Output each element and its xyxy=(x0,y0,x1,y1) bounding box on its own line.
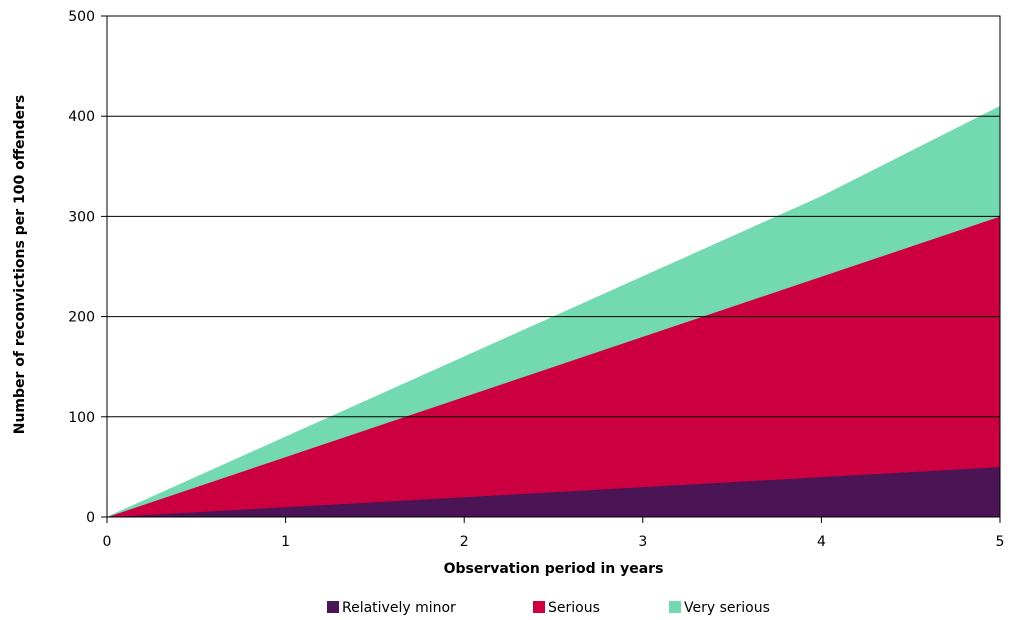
legend-swatch xyxy=(669,601,681,613)
x-tick-label: 4 xyxy=(817,534,826,550)
y-tick-label: 400 xyxy=(68,109,95,125)
x-tick-label: 0 xyxy=(103,534,112,550)
y-tick-label: 200 xyxy=(68,310,95,326)
legend-label: Very serious xyxy=(684,600,770,616)
legend-item: Relatively minor xyxy=(327,600,456,616)
plot-frame xyxy=(106,15,1001,518)
y-tick-label: 100 xyxy=(68,410,95,426)
gridlines xyxy=(107,115,1000,418)
x-tick-label: 5 xyxy=(996,534,1005,550)
x-axis-title: Observation period in years xyxy=(444,561,664,577)
legend-label: Relatively minor xyxy=(342,600,456,616)
y-tick-label: 500 xyxy=(68,9,95,25)
plot-areas xyxy=(106,105,1001,518)
x-tick-label: 1 xyxy=(281,534,290,550)
x-tick-label: 2 xyxy=(460,534,469,550)
legend-swatch xyxy=(327,601,339,613)
x-axis-ticks: 0 1 2 3 4 5 xyxy=(103,517,1005,550)
y-axis-ticks: 0 100 200 300 400 500 xyxy=(68,9,107,526)
legend-item: Very serious xyxy=(669,600,770,616)
y-tick-label: 300 xyxy=(68,209,95,225)
legend-item: Serious xyxy=(533,600,600,616)
legend-label: Serious xyxy=(548,600,600,616)
y-tick-label: 0 xyxy=(86,510,95,526)
x-tick-label: 3 xyxy=(638,534,647,550)
legend-swatch xyxy=(533,601,545,613)
y-axis-title: Number of reconvictions per 100 offender… xyxy=(12,95,28,435)
legend: Relatively minor Serious Very serious xyxy=(327,600,770,616)
